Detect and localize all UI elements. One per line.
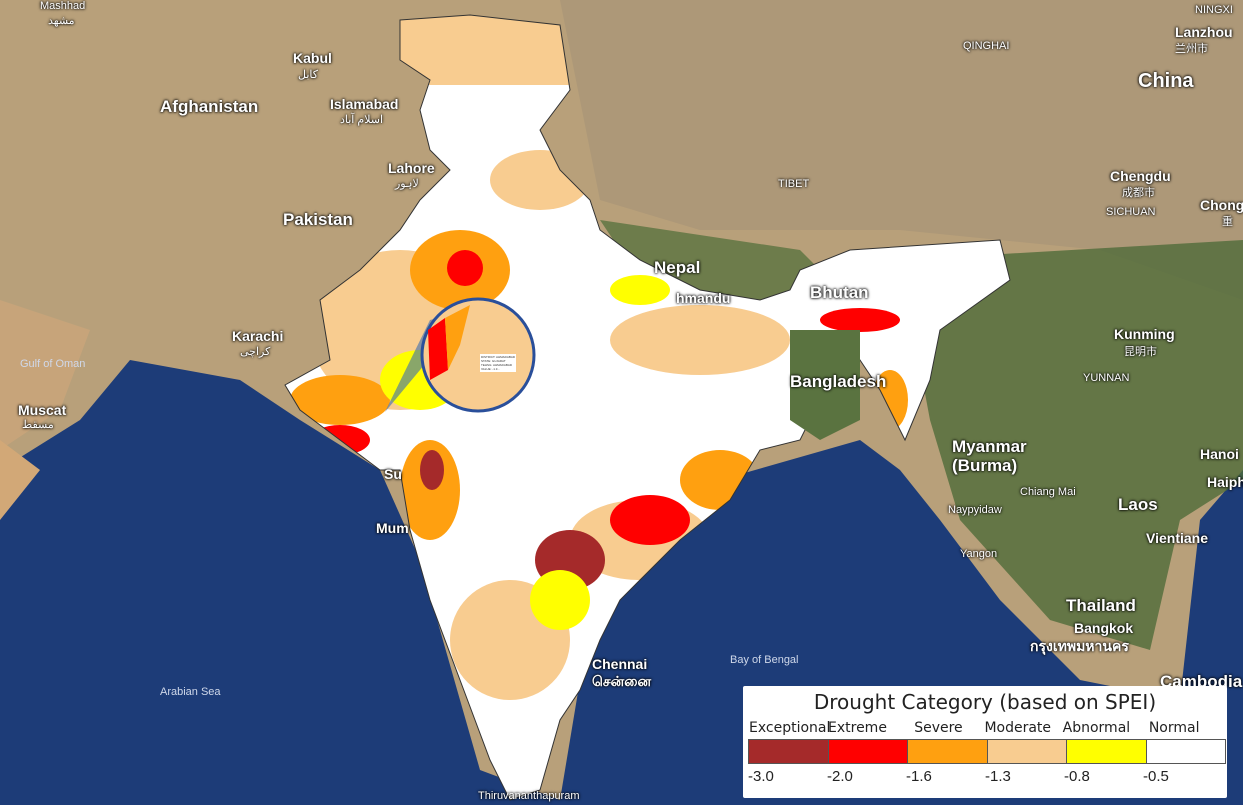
label-karachi-local: کراچی: [240, 346, 271, 358]
label-ningxia: NINGXI: [1195, 4, 1233, 16]
label-thailand: Thailand: [1066, 596, 1136, 615]
label-yangon: Yangon: [960, 548, 998, 560]
label-mumbai: Mum: [376, 520, 409, 536]
label-qinghai: QINGHAI: [963, 40, 1010, 52]
extreme-region: [610, 495, 690, 545]
legend-label-severe: Severe: [914, 720, 963, 736]
severe-region: [400, 440, 460, 540]
label-afghanistan: Afghanistan: [160, 97, 259, 116]
extreme-region: [820, 308, 900, 332]
label-bangladesh: Bangladesh: [790, 372, 887, 391]
label-haiphong: Haiph: [1207, 474, 1243, 490]
swatch-abnormal: [1067, 740, 1147, 763]
swatch-severe: [908, 740, 988, 763]
label-mashhad: Mashhad: [40, 0, 86, 12]
magnifier-severe: [445, 305, 470, 370]
label-bhutan: Bhutan: [810, 283, 869, 302]
label-hanoi: Hanoi: [1200, 446, 1239, 462]
label-yunnan: YUNNAN: [1083, 372, 1130, 384]
label-vientiane: Vientiane: [1146, 530, 1208, 546]
label-chennai: Chennai: [592, 656, 648, 672]
extreme-region: [447, 250, 483, 286]
label-chiang-mai: Chiang Mai: [1020, 486, 1076, 498]
label-thiruvananthapuram: Thiruvananthapuram: [478, 790, 580, 802]
label-bay-of-bengal: Bay of Bengal: [730, 654, 799, 666]
district-tooltip: DISTRICT: AHMADABAD STATE: GUJARAT TEHSI…: [480, 354, 517, 372]
label-lanzhou-local: 兰州市: [1175, 43, 1208, 55]
moderate-region: [610, 305, 790, 375]
label-karachi: Karachi: [232, 328, 284, 344]
label-bangkok-local: กรุงเทพมหานคร: [1030, 638, 1129, 654]
label-chengdu: Chengdu: [1110, 168, 1171, 184]
tibetan-plateau: [560, 0, 1243, 300]
label-chengdu-local: 成都市: [1122, 187, 1155, 199]
arabia: [0, 440, 40, 520]
legend-label-exceptional: Exceptional: [749, 720, 831, 736]
label-sichuan: SICHUAN: [1106, 206, 1156, 218]
label-kunming-local: 昆明市: [1124, 346, 1157, 358]
tooltip-state: STATE: GUJARAT: [481, 359, 506, 363]
exceptional-region: [420, 450, 444, 490]
label-kunming: Kunming: [1114, 326, 1175, 342]
label-chongqing: Chong: [1200, 197, 1243, 213]
label-naypyidaw: Naypyidaw: [948, 504, 1002, 516]
label-muscat: Muscat: [18, 402, 67, 418]
label-gulf-of-oman: Gulf of Oman: [20, 358, 86, 370]
bangladesh: [790, 330, 860, 440]
label-chongqing-local: 重: [1222, 216, 1233, 228]
label-kabul: Kabul: [293, 50, 332, 66]
tooltip-value: VALUE: -1.3...: [481, 367, 500, 371]
label-bangkok: Bangkok: [1074, 620, 1134, 636]
label-muscat-local: مسقط: [22, 419, 54, 431]
label-surat: Su: [384, 466, 402, 482]
legend-tick: -0.5: [1143, 768, 1169, 785]
tooltip-district: DISTRICT: AHMADABAD: [481, 355, 516, 359]
label-arabian-sea: Arabian Sea: [160, 686, 221, 698]
label-mashhad-local: مشهد: [48, 15, 75, 27]
label-lanzhou: Lanzhou: [1175, 24, 1233, 40]
drought-legend: Drought Category (based on SPEI) Excepti…: [743, 686, 1227, 798]
abnormal-region: [530, 570, 590, 630]
label-kabul-local: کابل: [298, 69, 318, 81]
label-pakistan: Pakistan: [283, 210, 353, 229]
swatch-moderate: [987, 740, 1067, 763]
label-myanmar: Myanmar (Burma): [952, 437, 1027, 475]
label-nepal: Nepal: [654, 258, 701, 277]
legend-label-abnormal: Abnormal: [1062, 720, 1131, 736]
oman: [0, 300, 90, 450]
tooltip-tehsil: TEHSIL: AHMADABAD: [481, 363, 513, 367]
legend-tick: -3.0: [748, 768, 774, 785]
label-kathmandu: hmandu: [676, 290, 731, 306]
legend-tick: -2.0: [827, 768, 853, 785]
legend-tick: -1.6: [906, 768, 932, 785]
southeast-asia-forest: [900, 240, 1243, 650]
label-laos: Laos: [1118, 495, 1158, 514]
label-islamabad: Islamabad: [330, 96, 399, 112]
abnormal-region: [610, 275, 670, 305]
label-tibet: TIBET: [778, 178, 810, 190]
legend-title: Drought Category (based on SPEI): [813, 690, 1157, 714]
label-islamabad-local: اسلام آباد: [340, 114, 384, 126]
legend-label-normal: Normal: [1148, 720, 1200, 736]
magnifier-extreme: [428, 318, 448, 380]
label-lahore: Lahore: [388, 160, 435, 176]
swatch-extreme: [828, 740, 908, 763]
ladakh-region: [395, 15, 575, 85]
label-chennai-local: சென்னை: [592, 673, 652, 689]
legend-color-bar: [748, 739, 1226, 764]
label-china: China: [1138, 70, 1194, 92]
swatch-normal: [1146, 740, 1225, 763]
swatch-exceptional: [749, 740, 829, 763]
legend-tick: -1.3: [985, 768, 1011, 785]
legend-label-moderate: Moderate: [984, 720, 1052, 736]
legend-tick: -0.8: [1064, 768, 1090, 785]
severe-region: [290, 375, 390, 425]
label-lahore-local: لاہور: [395, 178, 419, 190]
legend-label-extreme: Extreme: [828, 720, 887, 736]
